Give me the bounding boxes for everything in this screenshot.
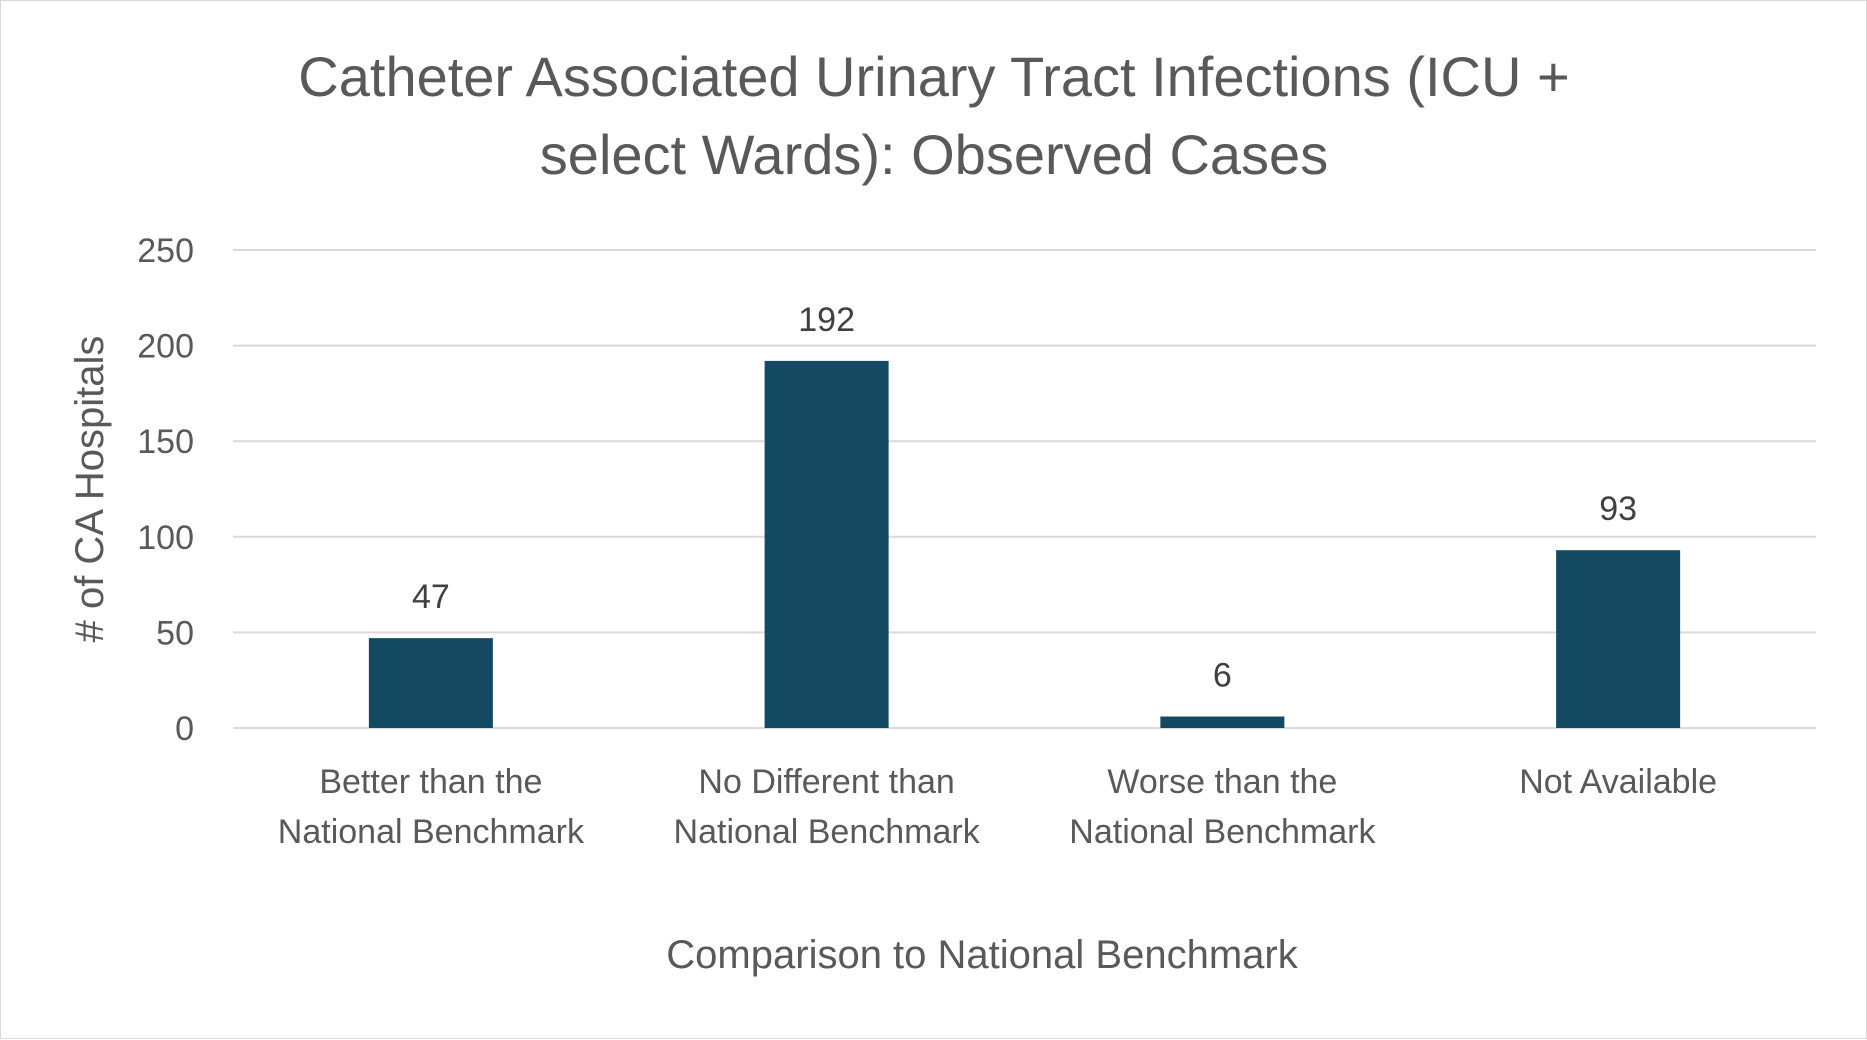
x-category-label: National Benchmark — [674, 813, 981, 851]
x-category-label: Worse than the — [1107, 763, 1337, 801]
x-category-label: National Benchmark — [278, 813, 585, 851]
bars — [368, 360, 1681, 728]
y-tick-label: 250 — [137, 232, 194, 270]
chart-title: Catheter Associated Urinary Tract Infect… — [298, 45, 1569, 186]
y-tick-label: 50 — [156, 614, 194, 652]
chart-title-line-2: select Wards): Observed Cases — [540, 123, 1328, 186]
bar — [764, 360, 889, 728]
data-label: 6 — [1213, 657, 1232, 695]
x-category-label: Not Available — [1519, 763, 1717, 801]
x-category-label: No Different than — [698, 763, 954, 801]
bar — [1160, 716, 1285, 728]
bar — [368, 638, 493, 728]
chart-title-line-1: Catheter Associated Urinary Tract Infect… — [298, 45, 1569, 108]
y-tick-label: 100 — [137, 519, 194, 557]
y-tick-label: 150 — [137, 423, 194, 461]
y-tick-label: 0 — [175, 710, 194, 748]
y-tick-label: 200 — [137, 328, 194, 366]
x-category-label: Better than the — [319, 763, 542, 801]
gridlines — [233, 249, 1816, 729]
y-axis-ticks: 0 50 100 150 200 250 — [137, 232, 194, 748]
x-category-label: National Benchmark — [1069, 813, 1376, 851]
data-label: 47 — [412, 578, 450, 616]
bar — [1556, 550, 1681, 728]
data-labels: 47 192 6 93 — [412, 301, 1637, 695]
y-axis-title: # of CA Hospitals — [68, 336, 112, 643]
data-label: 93 — [1599, 490, 1637, 528]
data-label: 192 — [798, 301, 855, 339]
x-axis-title: Comparison to National Benchmark — [666, 933, 1298, 977]
x-axis-categories: Better than the National Benchmark No Diff… — [278, 763, 1717, 851]
